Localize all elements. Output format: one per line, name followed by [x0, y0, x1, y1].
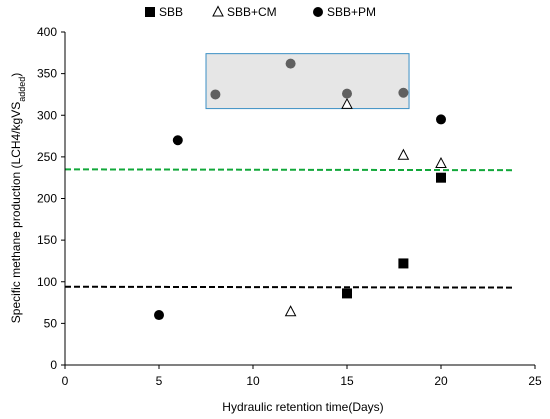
data-points: [154, 58, 447, 321]
x-axis-label: Hydraulic retention time(Days): [222, 400, 383, 414]
legend-label-3: SBB+PM: [327, 5, 376, 19]
reference-line-2: [64, 285, 513, 289]
reference-lines: [64, 168, 513, 289]
y-tick-label: 400: [37, 25, 57, 39]
y-tick-label: 350: [37, 67, 57, 81]
sbb-pm-point: [172, 135, 183, 146]
y-axis-label-close: ): [9, 73, 23, 77]
axes: 0 50 100 150 200 250 300 350 400 0 5 10 15 20 25: [37, 25, 542, 388]
y-tick-label: 100: [37, 275, 57, 289]
reference-line-1: [64, 168, 513, 172]
x-tick-label: 15: [340, 374, 354, 388]
sbb-pm-point: [436, 114, 446, 125]
y-tick-label: 300: [37, 108, 57, 122]
legend-label-2: SBB+CM: [227, 5, 277, 19]
sbb-point: [342, 288, 352, 299]
x-tick-label: 25: [528, 374, 542, 388]
y-axis-label-subscript: added: [17, 77, 27, 102]
inset-point: [342, 88, 352, 99]
sbb-cm-point: [284, 305, 297, 317]
inset-box-group: [205, 53, 410, 110]
y-tick-label: 50: [44, 316, 58, 330]
y-axis-label-main: Specific methane production (LCH4/kgVS: [9, 102, 23, 323]
x-tick-label: 5: [156, 374, 163, 388]
legend-marker-1: [145, 7, 155, 17]
x-tick-label: 0: [62, 374, 69, 388]
legend-label-1: SBB: [159, 5, 183, 19]
inset-point: [210, 89, 221, 100]
y-tick-label: 250: [37, 150, 57, 164]
x-tick-label: 20: [434, 374, 448, 388]
y-axis-label: Specific methane production (LCH4/kgVSad…: [9, 73, 27, 323]
legend-marker-2: [212, 5, 224, 17]
inset-point: [398, 87, 409, 98]
legend-marker-3: [313, 7, 323, 17]
legend: SBB SBB+CM SBB+PM: [145, 5, 376, 19]
sbb-point: [398, 258, 409, 269]
y-tick-label: 150: [37, 233, 57, 247]
sbb-cm-point: [435, 156, 447, 169]
y-tick-label: 200: [37, 192, 57, 206]
sbb-cm-point: [397, 148, 410, 160]
inset-point: [285, 58, 296, 69]
y-tick-label: 0: [50, 358, 57, 372]
sbb-point: [436, 172, 446, 183]
sbb-pm-point: [154, 310, 164, 321]
sbb-cm-point: [341, 97, 353, 109]
x-tick-label: 10: [246, 374, 260, 388]
inset-box: [205, 53, 410, 110]
